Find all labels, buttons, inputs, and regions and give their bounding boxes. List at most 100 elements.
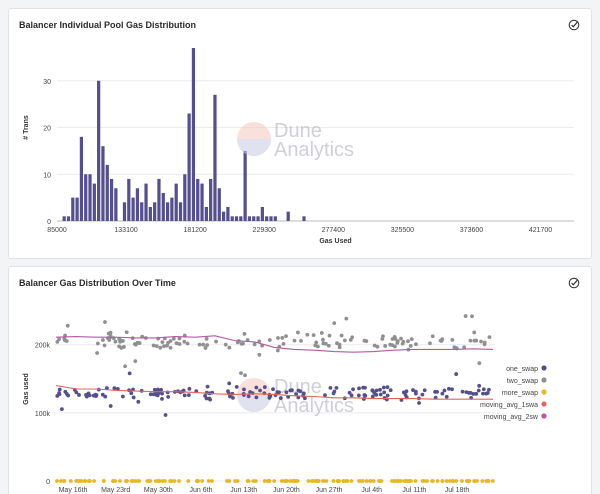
more_swap-point (129, 479, 134, 483)
check-circle-icon[interactable] (568, 277, 580, 289)
two_swap-point (311, 333, 316, 338)
two_swap-point (182, 339, 187, 344)
histogram-bar (234, 216, 239, 221)
histogram-bar (273, 216, 277, 221)
more_swap-point (409, 479, 413, 483)
moving_avg_2sw-line (55, 335, 494, 353)
two_swap-point (395, 340, 400, 345)
more_swap-point (92, 479, 97, 483)
one_swap-point (433, 395, 438, 400)
one_swap-point (481, 387, 486, 392)
histogram-bar (187, 113, 191, 221)
one_swap-point (450, 387, 454, 392)
histogram-bar (122, 202, 127, 221)
two_swap-point (63, 338, 67, 343)
x-tick-label: 277400 (322, 227, 345, 234)
more_swap-point (101, 479, 106, 483)
more_swap-point (430, 479, 435, 483)
more_swap-point (55, 479, 59, 483)
more_swap-point (444, 479, 449, 483)
one_swap-point (74, 390, 79, 395)
more_swap-point (79, 479, 84, 483)
one_swap-point (370, 388, 375, 393)
two_swap-point (177, 336, 182, 341)
more_swap-point (321, 479, 326, 483)
one_swap-point (460, 389, 465, 394)
more_swap-point (168, 479, 173, 483)
histogram-chart: 0 10 20 30 85000 133100 181200 229300 277400 3255… (23, 48, 574, 245)
more_swap-point (454, 479, 459, 483)
panel-title: Balancer Individual Pool Gas Distributio… (19, 20, 197, 30)
two_swap-point (281, 341, 286, 346)
more_swap-point (466, 479, 470, 483)
histogram-bar (92, 183, 96, 221)
two_swap-point (168, 345, 173, 350)
one_swap-point (205, 384, 210, 389)
one_swap-point (486, 387, 491, 392)
histogram-bar (127, 178, 131, 221)
more_swap-point (186, 479, 191, 483)
two_swap-point (326, 343, 331, 348)
two_swap-point (477, 361, 482, 366)
two_swap-point (135, 340, 140, 345)
legend-label: one_swap (506, 366, 538, 373)
x-tick-label: 325500 (391, 227, 414, 234)
more_swap-point (86, 479, 91, 483)
check-circle-icon[interactable] (568, 19, 580, 31)
two_swap-point (284, 334, 288, 339)
one_swap-point (100, 392, 105, 397)
one_swap-point (234, 385, 239, 389)
y-tick-label: 30 (43, 79, 51, 86)
more_swap-point (177, 479, 181, 483)
more_swap-point (335, 479, 340, 483)
two_swap-point (65, 323, 70, 328)
two_swap-point (393, 344, 397, 349)
watermark-text: Analytics (274, 139, 354, 161)
histogram-bar (217, 188, 221, 221)
one_swap-point (411, 388, 415, 392)
more_swap-point (435, 479, 440, 483)
legend-marker (541, 401, 547, 407)
x-tick-label: 229300 (253, 227, 276, 234)
two_swap-point (342, 338, 347, 343)
more_swap-point (360, 479, 365, 483)
y-tick-label: 10 (43, 172, 51, 179)
two_swap-point (123, 364, 127, 369)
two_swap-point (430, 334, 435, 339)
one_swap-point (444, 394, 449, 399)
two_swap-point (275, 348, 280, 353)
two_swap-point (321, 337, 325, 342)
one_swap-point (481, 391, 485, 396)
histogram-bar (66, 216, 71, 221)
two_swap-point (177, 342, 182, 346)
one_swap-point (477, 383, 482, 388)
one_swap-point (474, 391, 479, 396)
one_swap-point (420, 392, 425, 397)
more_swap-point (209, 479, 214, 483)
legend-label: moving_avg_1swa (480, 402, 538, 409)
one_swap-point (403, 393, 408, 397)
one_swap-point (422, 388, 427, 393)
one_swap-point (385, 393, 390, 398)
one_swap-point (94, 393, 99, 397)
two_swap-point (95, 341, 100, 346)
one_swap-point (63, 389, 68, 394)
one_swap-point (163, 413, 168, 417)
more_swap-point (377, 479, 382, 483)
two_swap-point (203, 346, 208, 350)
scatter-chart: 0 100k 200k Gas used May 16th May 23rd May 30t… (23, 314, 547, 494)
histogram-bar (88, 174, 92, 221)
x-tick-label: May 30th (144, 487, 173, 494)
one_swap-point (362, 393, 367, 397)
more_swap-point (266, 479, 271, 483)
one_swap-point (127, 371, 132, 376)
y-tick-label: 20 (43, 126, 51, 133)
y-tick-label: 0 (46, 479, 50, 486)
panel-title: Balancer Gas Distribution Over Time (19, 278, 176, 288)
more_swap-point (422, 479, 426, 483)
more_swap-point (124, 479, 129, 483)
histogram-bar (256, 216, 260, 221)
more_swap-point (364, 479, 369, 483)
more_swap-point (310, 479, 315, 483)
two_swap-point (337, 345, 342, 350)
